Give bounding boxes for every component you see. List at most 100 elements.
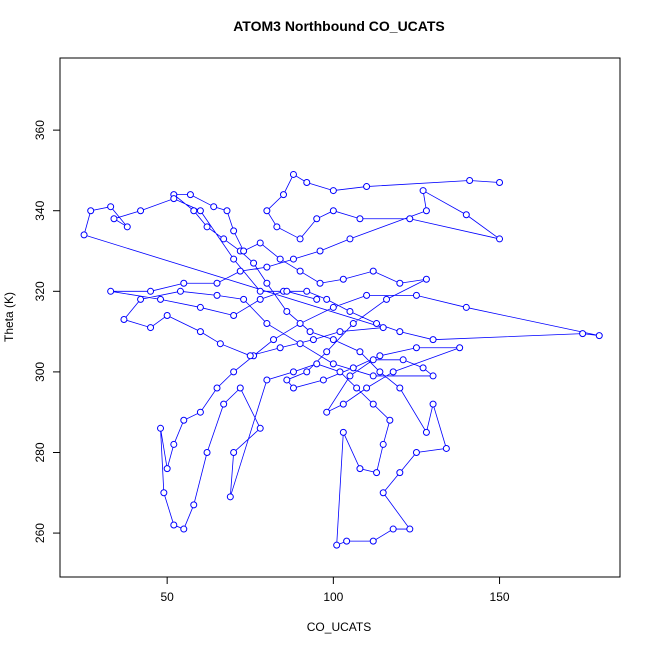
data-point [329, 303, 337, 311]
data-point [256, 287, 264, 295]
data-point [223, 207, 231, 215]
data-point [349, 364, 357, 372]
data-point [226, 493, 234, 501]
data-point [323, 348, 331, 356]
data-point [313, 360, 321, 368]
data-point [176, 287, 184, 295]
data-point [389, 525, 397, 533]
data-point [442, 444, 450, 452]
data-point [263, 279, 271, 287]
data-point [283, 287, 291, 295]
data-point [396, 384, 404, 392]
x-tick-label: 100 [323, 590, 343, 604]
data-point [303, 179, 311, 187]
data-point [190, 501, 198, 509]
data-point [263, 207, 271, 215]
data-point [220, 235, 228, 243]
data-point [339, 428, 347, 436]
data-point [256, 239, 264, 247]
data-point [412, 291, 420, 299]
data-point [339, 275, 347, 283]
data-point [462, 303, 470, 311]
data-point [246, 352, 254, 360]
data-point [343, 537, 351, 545]
data-point [110, 215, 118, 223]
y-axis-label: Theta (K) [2, 292, 16, 342]
data-point [279, 191, 287, 199]
data-point [419, 187, 427, 195]
data-point [369, 356, 377, 364]
data-point [163, 465, 171, 473]
data-point [595, 332, 603, 340]
data-point [296, 320, 304, 328]
data-point [157, 424, 165, 432]
data-point [230, 311, 238, 319]
x-tick-label: 150 [490, 590, 510, 604]
data-point [80, 231, 88, 239]
data-point [323, 295, 331, 303]
data-point [306, 328, 314, 336]
data-point [107, 203, 115, 211]
data-point [289, 384, 297, 392]
data-point [196, 408, 204, 416]
data-point [160, 489, 168, 497]
data-point [419, 364, 427, 372]
data-point [137, 207, 145, 215]
data-point [333, 541, 341, 549]
data-point [289, 255, 297, 263]
data-point [180, 416, 188, 424]
data-point [336, 368, 344, 376]
data-point [356, 465, 364, 473]
data-point [289, 368, 297, 376]
data-point [263, 376, 271, 384]
data-point [329, 360, 337, 368]
data-point [363, 384, 371, 392]
data-point [323, 408, 331, 416]
x-tick-label: 50 [160, 590, 174, 604]
data-point [213, 384, 221, 392]
data-point [422, 428, 430, 436]
data-point [363, 291, 371, 299]
plot-frame [59, 57, 621, 578]
data-point [346, 307, 354, 315]
data-point [396, 279, 404, 287]
data-point [319, 376, 327, 384]
data-point [399, 356, 407, 364]
data-point [276, 255, 284, 263]
data-point [456, 344, 464, 352]
data-point [313, 295, 321, 303]
data-point [353, 384, 361, 392]
data-point [230, 368, 238, 376]
data-point [369, 537, 377, 545]
data-point [422, 275, 430, 283]
data-point [496, 179, 504, 187]
data-point [329, 207, 337, 215]
data-point [466, 176, 474, 184]
chart-title: ATOM3 Northbound CO_UCATS [233, 18, 445, 34]
data-point [373, 320, 381, 328]
data-point [147, 287, 155, 295]
y-tick-label: 300 [33, 362, 47, 382]
data-point [230, 227, 238, 235]
data-point [123, 223, 131, 231]
data-line [83, 173, 600, 546]
data-point [170, 440, 178, 448]
data-point [329, 187, 337, 195]
data-point [579, 330, 587, 338]
data-point [303, 287, 311, 295]
data-point [87, 207, 95, 215]
data-point [203, 448, 211, 456]
data-point [412, 448, 420, 456]
data-point [137, 295, 145, 303]
data-point [356, 348, 364, 356]
data-point [190, 207, 198, 215]
data-point [376, 368, 384, 376]
data-point [250, 259, 258, 267]
data-point [256, 424, 264, 432]
data-point [429, 372, 437, 380]
data-point [462, 211, 470, 219]
data-point [216, 340, 224, 348]
data-point [240, 247, 248, 255]
data-point [196, 303, 204, 311]
data-point [349, 320, 357, 328]
